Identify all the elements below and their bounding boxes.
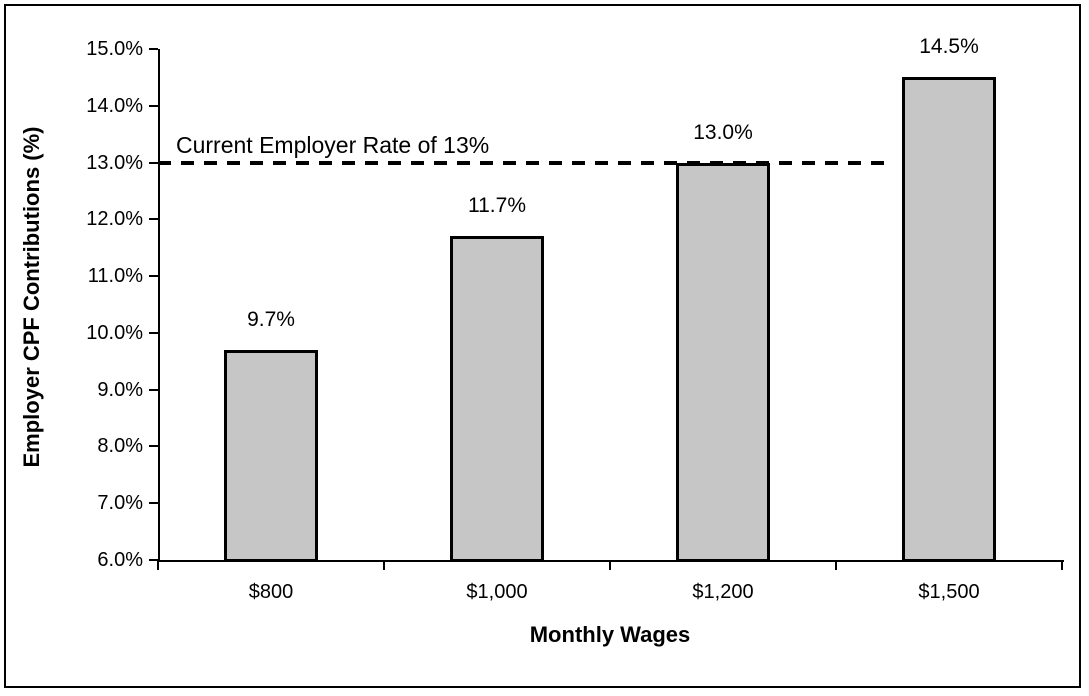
x-axis-category-label: $1,200 [692, 581, 754, 603]
x-axis-tick [609, 560, 611, 570]
y-axis-tick-label: 7.0% [97, 492, 143, 515]
y-axis-line [158, 49, 160, 562]
bar-$1,000 [450, 236, 544, 562]
bar-$800 [224, 349, 318, 562]
y-axis-tick [149, 559, 158, 561]
y-axis-tick-label: 14.0% [86, 94, 143, 117]
bar-value-label: 13.0% [693, 120, 753, 144]
bar-$1,200 [676, 162, 770, 562]
y-axis-tick [149, 445, 158, 448]
y-axis-tick [149, 218, 158, 221]
bar-value-label: 11.7% [468, 194, 526, 218]
x-axis-line [158, 560, 1064, 562]
chart-outer-border [4, 4, 1081, 688]
y-axis-tick-label: 8.0% [97, 435, 143, 458]
bar-value-label: 9.7% [247, 307, 295, 331]
y-axis-tick-label: 10.0% [86, 321, 143, 344]
reference-line-label: Current Employer Rate of 13% [176, 131, 490, 158]
x-axis-category-label: $800 [248, 581, 294, 603]
x-axis-category-label: $1,500 [918, 581, 980, 603]
y-axis-tick-label: 11.0% [87, 265, 143, 288]
x-axis-tick [1061, 560, 1063, 570]
y-axis-tick [149, 161, 158, 164]
y-axis-tick [149, 48, 158, 50]
x-axis-tick [383, 560, 385, 570]
reference-line-dashed [158, 160, 893, 165]
y-axis-tick [149, 502, 158, 505]
y-axis-title: Employer CPF Contributions (%) [19, 126, 44, 467]
x-axis-category-label: $1,000 [466, 581, 528, 603]
bar-$1,500 [902, 77, 996, 562]
x-axis-tick [835, 560, 837, 570]
x-axis-title: Monthly Wages [529, 622, 691, 647]
y-axis-tick-label: 6.0% [97, 549, 143, 571]
y-axis-tick [149, 275, 158, 278]
y-axis-tick-label: 12.0% [86, 208, 143, 231]
y-axis-tick [149, 104, 158, 107]
y-axis-tick-label: 13.0% [86, 151, 143, 174]
y-axis-tick-label: 9.0% [97, 378, 143, 401]
y-axis-tick-label: 15.0% [86, 38, 143, 60]
y-axis-tick [149, 388, 158, 391]
x-axis-tick [157, 560, 159, 570]
bar-value-label: 14.5% [919, 35, 979, 59]
y-axis-tick [149, 331, 158, 334]
